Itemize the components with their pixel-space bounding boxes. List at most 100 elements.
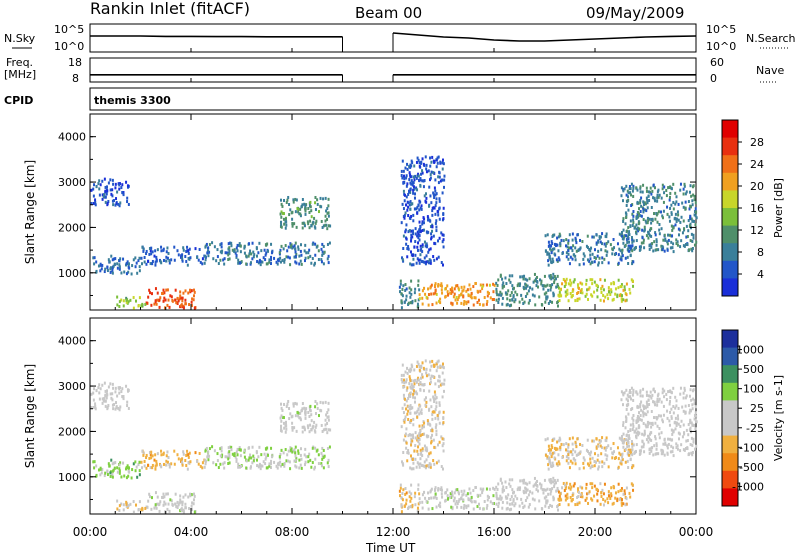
velocity-cell bbox=[671, 450, 674, 454]
velocity-cell bbox=[189, 460, 192, 464]
velocity-cell bbox=[404, 492, 407, 496]
power-cell bbox=[163, 296, 166, 300]
velocity-cell bbox=[624, 503, 627, 507]
power-cell bbox=[92, 194, 95, 198]
velocity-cell bbox=[435, 429, 438, 433]
velocity-cell bbox=[216, 452, 219, 456]
power-cell bbox=[506, 297, 509, 301]
date-label: 09/May/2009 bbox=[586, 4, 684, 22]
velocity-cell bbox=[653, 444, 656, 448]
power-cell bbox=[654, 217, 657, 221]
velocity-cell bbox=[104, 404, 107, 408]
power-cell bbox=[667, 233, 670, 237]
power-cell bbox=[612, 280, 615, 284]
velocity-cell bbox=[294, 401, 297, 405]
velocity-cell bbox=[542, 491, 545, 495]
velocity-cell bbox=[440, 488, 443, 492]
power-cell bbox=[573, 278, 576, 282]
power-cell bbox=[597, 249, 600, 253]
power-cell bbox=[465, 300, 468, 304]
power-cell bbox=[635, 223, 638, 227]
power-cell bbox=[418, 161, 421, 165]
power-cell bbox=[301, 203, 304, 207]
velocity-cell bbox=[642, 404, 645, 408]
power-cell bbox=[632, 260, 635, 264]
velocity-cell bbox=[618, 451, 621, 455]
power-cell bbox=[623, 235, 626, 239]
power-cell bbox=[421, 171, 424, 175]
power-cell bbox=[661, 247, 664, 251]
power-cell bbox=[607, 286, 610, 290]
velocity-cell bbox=[236, 453, 239, 457]
velocity-cell bbox=[227, 461, 230, 465]
velocity-cell bbox=[547, 444, 550, 448]
velocity-cell bbox=[410, 406, 413, 410]
velocity-cell bbox=[612, 501, 615, 505]
velocity-cell bbox=[523, 478, 526, 482]
velocity-cell bbox=[436, 413, 439, 417]
velocity-cell bbox=[324, 400, 327, 404]
velocity-cell bbox=[289, 446, 292, 450]
velocity-cell bbox=[434, 486, 437, 490]
power-cell bbox=[572, 280, 575, 284]
velocity-cell bbox=[620, 498, 623, 502]
power-cell bbox=[289, 242, 292, 246]
power-cell bbox=[151, 250, 154, 254]
velocity-cell bbox=[689, 428, 692, 432]
velocity-cell bbox=[645, 390, 648, 394]
velocity-cell bbox=[138, 469, 141, 473]
power-cell bbox=[458, 294, 461, 298]
velocity-cell bbox=[626, 452, 629, 456]
velocity-cell bbox=[410, 440, 413, 444]
power-cell bbox=[257, 251, 260, 255]
velocity-cell bbox=[425, 458, 428, 462]
power-cell bbox=[228, 249, 231, 253]
velocity-ytick-label: 2000 bbox=[58, 425, 86, 438]
velocity-cell bbox=[243, 449, 246, 453]
velocity-cell bbox=[322, 455, 325, 459]
power-cell bbox=[409, 165, 412, 169]
velocity-cell bbox=[549, 479, 552, 483]
velocity-cell bbox=[623, 439, 626, 443]
velocity-cell bbox=[668, 399, 671, 403]
velocity-cell bbox=[557, 453, 560, 457]
velocity-cell bbox=[657, 399, 660, 403]
power-cell bbox=[328, 241, 331, 245]
power-cell bbox=[582, 257, 585, 261]
velocity-cell bbox=[617, 457, 620, 461]
power-cell bbox=[121, 190, 124, 194]
velocity-cell bbox=[607, 494, 610, 498]
power-cell bbox=[617, 253, 620, 257]
power-cell bbox=[692, 219, 695, 223]
power-cell bbox=[104, 200, 107, 204]
power-cell bbox=[501, 277, 504, 281]
power-cell bbox=[408, 178, 411, 182]
velocity-cell bbox=[548, 447, 551, 451]
velocity-cell bbox=[166, 507, 169, 511]
power-cell bbox=[510, 291, 513, 295]
power-cell bbox=[549, 284, 552, 288]
power-cell bbox=[660, 196, 663, 200]
power-cell bbox=[591, 252, 594, 256]
power-cell bbox=[409, 295, 412, 299]
power-cell bbox=[663, 249, 666, 253]
velocity-cell bbox=[208, 447, 211, 451]
velocity-cell bbox=[161, 495, 164, 499]
velocity-cell bbox=[417, 362, 420, 366]
velocity-cell bbox=[626, 404, 629, 408]
velocity-cell bbox=[402, 373, 405, 377]
power-cell bbox=[416, 156, 419, 160]
power-cell bbox=[153, 254, 156, 258]
velocity-cell bbox=[123, 474, 126, 478]
power-cell bbox=[154, 263, 157, 267]
velocity-cell bbox=[184, 459, 187, 463]
velocity-cell bbox=[295, 456, 298, 460]
power-cell bbox=[283, 198, 286, 202]
power-cell bbox=[621, 251, 624, 255]
power-cell bbox=[627, 191, 630, 195]
power-cell bbox=[620, 255, 623, 259]
power-cell bbox=[579, 281, 582, 285]
power-cell bbox=[449, 291, 452, 295]
power-cell bbox=[194, 247, 197, 251]
power-cell bbox=[670, 211, 673, 215]
